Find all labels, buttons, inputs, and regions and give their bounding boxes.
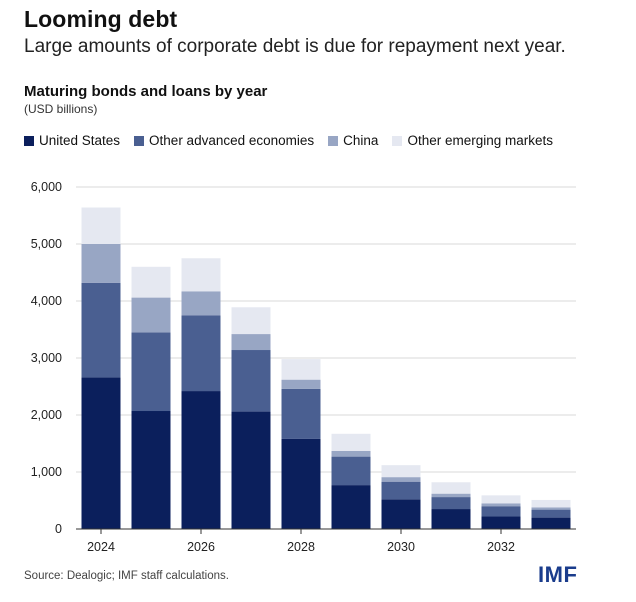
x-tick-label: 2028: [287, 540, 315, 554]
bar-segment-other-emerging-markets-2027: [231, 307, 271, 335]
bar-segment-united-states-2028: [281, 438, 321, 529]
page-title: Looming debt: [24, 6, 178, 32]
legend-label: Other emerging markets: [407, 133, 553, 148]
bar-segment-china-2029: [331, 450, 371, 457]
bar-segment-china-2027: [231, 334, 271, 351]
bar-segment-china-2031: [431, 493, 471, 498]
y-tick-label: 1,000: [31, 465, 62, 479]
legend-swatch: [328, 135, 339, 146]
chart-unit: (USD billions): [24, 102, 98, 116]
bar-segment-united-states-2029: [331, 485, 371, 529]
y-tick-label: 3,000: [31, 351, 62, 365]
bar-segment-china-2025: [131, 297, 171, 333]
y-tick-label: 2,000: [31, 408, 62, 422]
chart-legend: United States Other advanced economies C…: [24, 133, 553, 148]
bar-segment-other-emerging-markets-2031: [431, 482, 471, 494]
bar-segment-united-states-2033: [531, 517, 571, 529]
bar-segment-other-advanced-economies-2027: [231, 350, 271, 412]
bar-segment-united-states-2027: [231, 411, 271, 529]
bar-segment-other-advanced-economies-2033: [531, 509, 571, 518]
bar-segment-other-emerging-markets-2033: [531, 499, 571, 508]
imf-logo: IMF: [538, 562, 578, 587]
bar-segment-other-advanced-economies-2029: [331, 456, 371, 486]
bar-segment-other-advanced-economies-2025: [131, 332, 171, 412]
legend-item-other-emerging: Other emerging markets: [392, 133, 553, 148]
bar-segment-united-states-2026: [181, 391, 221, 529]
x-tick-label: 2024: [87, 540, 115, 554]
page-subtitle: Large amounts of corporate debt is due f…: [24, 36, 566, 57]
bar-segment-other-advanced-economies-2028: [281, 388, 321, 439]
bar-segment-united-states-2024: [81, 377, 121, 529]
bar-segment-united-states-2030: [381, 499, 421, 529]
bar-segment-other-advanced-economies-2026: [181, 315, 221, 392]
legend-item-china: China: [328, 133, 378, 148]
bar-segment-other-emerging-markets-2030: [381, 465, 421, 478]
bar-segment-united-states-2025: [131, 411, 171, 529]
bar-segment-china-2030: [381, 477, 421, 482]
bar-segment-china-2024: [81, 244, 121, 283]
bar-segment-united-states-2032: [481, 516, 521, 529]
y-tick-label: 0: [55, 522, 62, 536]
legend-item-united-states: United States: [24, 133, 120, 148]
legend-swatch: [392, 135, 403, 146]
bar-segment-other-advanced-economies-2030: [381, 481, 421, 500]
x-tick-label: 2026: [187, 540, 215, 554]
chart-title: Maturing bonds and loans by year: [24, 83, 268, 100]
y-tick-label: 6,000: [31, 180, 62, 194]
bar-segment-china-2028: [281, 379, 321, 389]
bar-segment-other-emerging-markets-2029: [331, 433, 371, 451]
bar-segment-china-2032: [481, 503, 521, 507]
legend-label: Other advanced economies: [149, 133, 315, 148]
bar-segment-china-2033: [531, 507, 571, 510]
x-tick-label: 2030: [387, 540, 415, 554]
bar-segment-other-advanced-economies-2031: [431, 497, 471, 510]
bar-segment-other-emerging-markets-2028: [281, 359, 321, 380]
bar-segment-united-states-2031: [431, 509, 471, 529]
legend-swatch: [134, 135, 145, 146]
bar-segment-other-advanced-economies-2024: [81, 282, 121, 378]
legend-label: China: [343, 133, 379, 148]
bar-segment-other-emerging-markets-2025: [131, 266, 171, 298]
bar-segment-china-2026: [181, 291, 221, 316]
bar-segment-other-emerging-markets-2026: [181, 258, 221, 292]
bar-segment-other-emerging-markets-2024: [81, 207, 121, 244]
legend-label: United States: [39, 133, 121, 148]
y-tick-label: 4,000: [31, 294, 62, 308]
bar-segment-other-advanced-economies-2032: [481, 506, 521, 517]
legend-item-other-advanced: Other advanced economies: [134, 133, 314, 148]
x-tick-label: 2032: [487, 540, 515, 554]
source-note: Source: Dealogic; IMF staff calculations…: [24, 570, 229, 582]
bar-segment-other-emerging-markets-2032: [481, 495, 521, 504]
legend-swatch: [24, 135, 34, 146]
y-tick-label: 5,000: [31, 237, 62, 251]
